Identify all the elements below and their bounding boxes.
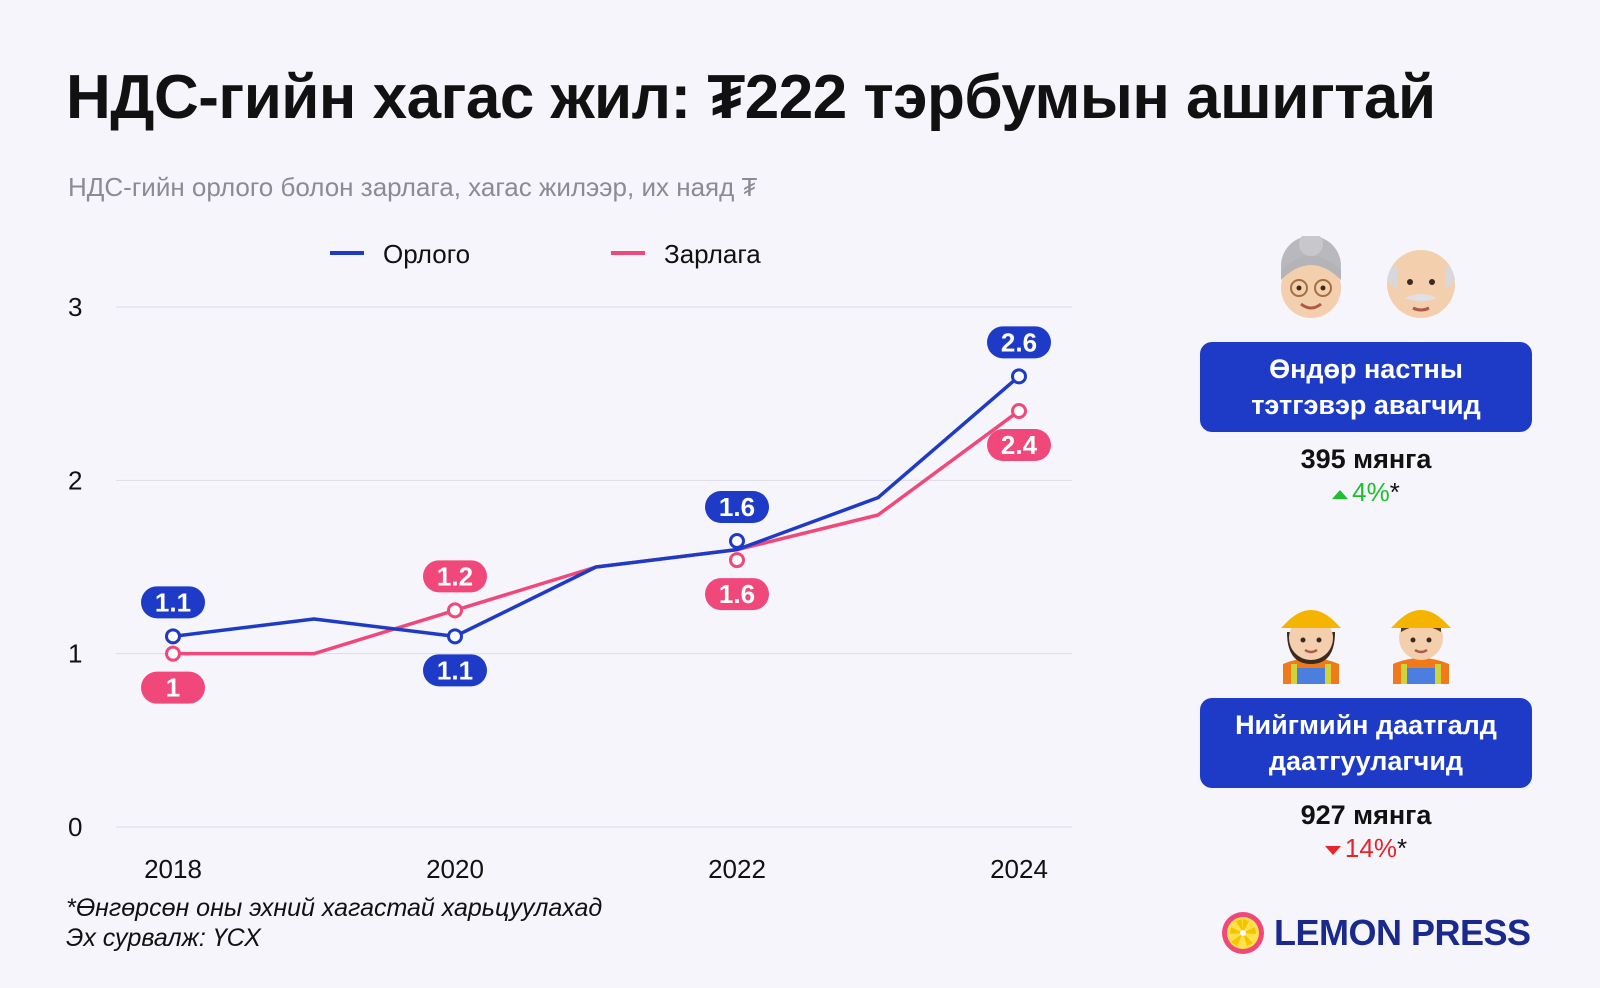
data-point-marker — [1011, 368, 1027, 385]
series-line — [173, 409, 1021, 656]
y-tick-label: 0 — [68, 812, 82, 842]
older-man-icon — [1387, 250, 1455, 318]
legend-label: Орлого — [383, 239, 470, 269]
insured-change-value: 14% — [1344, 833, 1397, 863]
legend-label: Зарлага — [664, 239, 761, 269]
x-tick-label: 2020 — [426, 854, 484, 880]
data-point-marker — [165, 628, 181, 645]
pensioners-change-value: 4% — [1352, 477, 1390, 507]
data-label: 2.6 — [1001, 327, 1037, 357]
data-label-pill — [141, 586, 205, 619]
insured-change-star: * — [1396, 833, 1408, 863]
data-label: 1.6 — [719, 492, 755, 522]
chart-subtitle: НДС-гийн орлого болон зарлага, хагас жил… — [68, 172, 758, 202]
pensioners-panel: Өндөр настны тэтгэвэр авагчид 395 мянга … — [1200, 236, 1532, 508]
data-point-marker — [729, 533, 745, 549]
y-tick-label: 2 — [68, 465, 82, 495]
data-label-pill — [987, 429, 1051, 461]
data-label-pill — [705, 491, 769, 523]
insured-value: 927 мянга — [1300, 800, 1432, 830]
pensioners-change-star: * — [1389, 477, 1400, 507]
pensioners-badge: Өндөр настны тэтгэвэр авагчид — [1200, 342, 1532, 432]
construction-worker-man-icon — [1391, 610, 1451, 684]
insured-panel: Нийгмийн даатгалд даатгуулагчид 927 мянг… — [1200, 592, 1532, 864]
y-tick-label: 1 — [68, 639, 82, 669]
page-title: НДС-гийн хагас жил: ₮222 тэрбумын ашигта… — [66, 63, 1436, 132]
data-point-marker — [1011, 403, 1027, 419]
construction-worker-woman-icon — [1281, 610, 1341, 684]
older-woman-icon — [1281, 236, 1341, 318]
lemon-press-logo: LEMON PRESS — [1220, 910, 1531, 956]
data-label: 1.6 — [719, 579, 755, 609]
triangle-down-icon — [1324, 846, 1341, 856]
line-chart: 0 1 2 3 2018 2020 2022 2024 Орлого Зарлага 1.1 1.1 1… — [68, 239, 1072, 880]
data-label-pill — [141, 671, 205, 704]
data-label: 1.1 — [437, 655, 473, 685]
data-label: 1 — [166, 673, 180, 703]
logo-text: LEMON PRESS — [1274, 912, 1531, 953]
data-label: 1.2 — [437, 561, 473, 591]
data-label: 2.4 — [1001, 430, 1038, 460]
data-label-pill — [423, 654, 487, 687]
data-label-pill — [705, 578, 769, 611]
insured-label-line1: Нийгмийн даатгалд — [1235, 710, 1497, 740]
data-point-marker — [165, 645, 181, 662]
data-point-marker — [729, 552, 745, 569]
data-label-pill — [987, 326, 1051, 359]
pensioners-value: 395 мянга — [1300, 444, 1432, 474]
x-tick-label: 2018 — [144, 854, 202, 880]
footnote-note: *Өнгөрсөн оны эхний хагастай харьцуулаха… — [66, 894, 603, 922]
triangle-up-icon — [1332, 490, 1349, 500]
insured-change: 14%* — [1200, 833, 1532, 864]
x-tick-label: 2024 — [990, 854, 1048, 880]
pensioners-label-line2: тэтгэвэр авагчид — [1251, 390, 1481, 420]
pensioners-change: 4%* — [1200, 477, 1532, 508]
data-label: 1.1 — [155, 587, 191, 617]
data-label-pill — [423, 560, 487, 593]
data-point-marker — [447, 602, 463, 619]
x-tick-label: 2022 — [708, 854, 766, 880]
footnote-source: Эх сурвалж: ҮСХ — [66, 924, 261, 952]
insured-emojis — [1200, 592, 1532, 684]
footnote: *Өнгөрсөн оны эхний хагастай харьцуулаха… — [66, 893, 602, 953]
lemon-icon — [1222, 912, 1264, 954]
y-tick-label: 3 — [68, 292, 82, 322]
data-point-marker — [447, 628, 463, 645]
pensioners-emojis — [1200, 236, 1532, 328]
insured-label-line2: даатгуулагчид — [1268, 746, 1464, 776]
series-line — [172, 375, 1021, 639]
insured-badge: Нийгмийн даатгалд даатгуулагчид — [1200, 698, 1532, 788]
pensioners-label-line1: Өндөр настны — [1269, 354, 1463, 384]
